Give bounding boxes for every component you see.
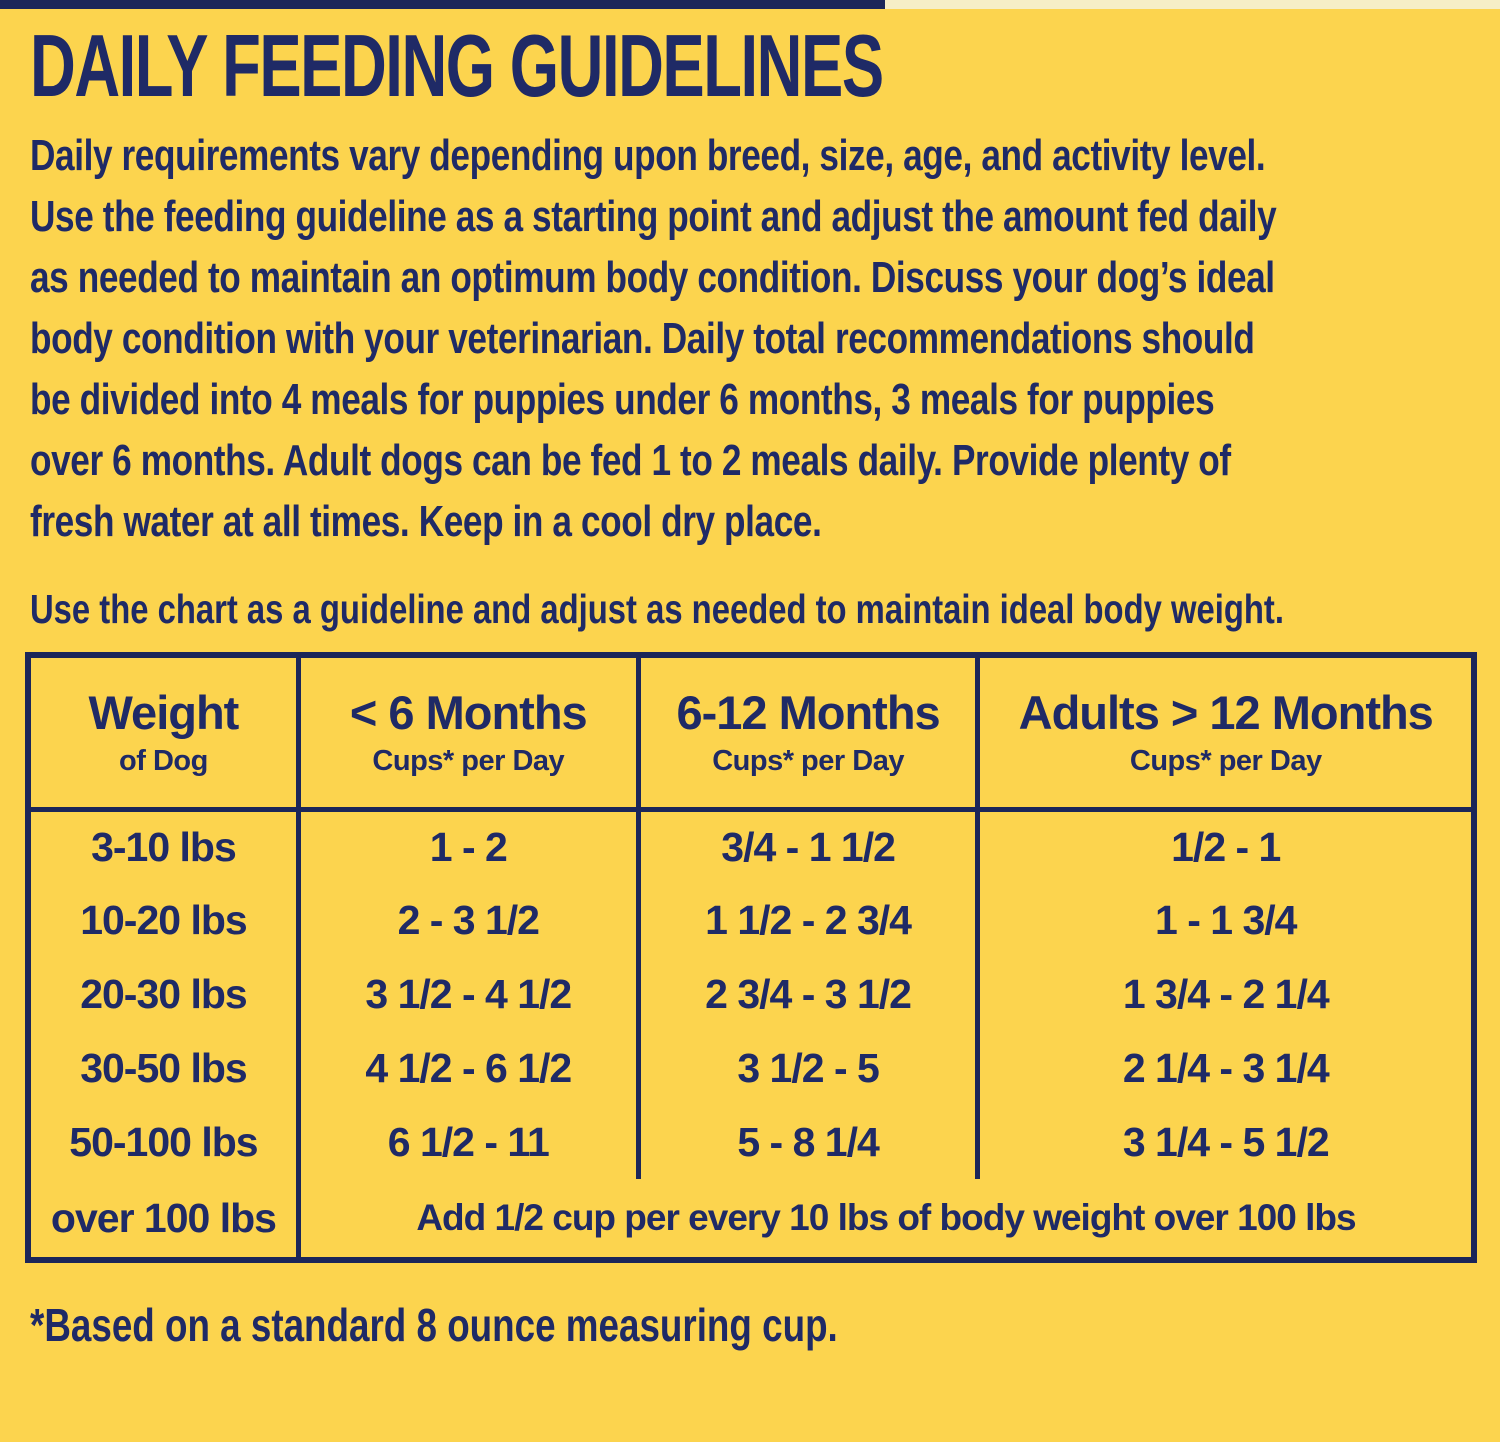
value-cell-under-6: 2 - 3 1/2 [298,883,641,957]
table-row-over-100: over 100 lbs Add 1/2 cup per every 10 lb… [28,1179,1474,1260]
value-cell-adult: 3 1/4 - 5 1/2 [1122,1118,1330,1165]
top-edge-strip [0,0,1500,9]
feeding-table: Weight of Dog < 6 Months Cups* per Day 6… [25,652,1477,1263]
value-cell-6-12: 5 - 8 1/4 [638,1105,981,1179]
column-subtitle: of Dog [119,744,208,777]
weight-cell: 3-10 lbs [28,809,301,883]
value-cell-6-12: 1 1/2 - 2 3/4 [638,883,981,957]
weight-cell: over 100 lbs [28,1179,301,1260]
value-cell-under-6: 3 1/2 - 4 1/2 [298,957,641,1031]
value-cell-6-12: 3/4 - 1 1/2 [638,809,981,883]
table-row: 3-10 lbs 1 - 2 3/4 - 1 1/2 1/2 - 1 [28,809,1474,883]
table-row: 50-100 lbs 6 1/2 - 11 5 - 8 1/4 3 1/4 - … [28,1105,1474,1179]
label-content: DAILY FEEDING GUIDELINES Daily requireme… [0,16,1500,1351]
column-subtitle: Cups* per Day [1129,744,1322,777]
table-row: 20-30 lbs 3 1/2 - 4 1/2 2 3/4 - 3 1/2 1 … [28,957,1474,1031]
value-cell-6-12: 3 1/2 - 5 [638,1031,981,1105]
value-cell-adult: 1 3/4 - 2 1/4 [1122,970,1330,1017]
column-subtitle: Cups* per Day [372,744,565,777]
page-title: DAILY FEEDING GUIDELINES [30,16,884,115]
value-cell-6-12: 2 3/4 - 3 1/2 [638,957,981,1031]
intro-text: Daily requirements vary depending upon b… [30,131,1277,546]
column-title: Adults > 12 Months [1018,685,1434,739]
table-row: 30-50 lbs 4 1/2 - 6 1/2 3 1/2 - 5 2 1/4 … [28,1031,1474,1105]
top-edge-strip-navy-segment [0,0,885,9]
column-title: Weight [88,685,240,739]
column-header-adults-over-12-months: Adults > 12 Months Cups* per Day [977,655,1474,812]
feeding-table-header: Weight of Dog < 6 Months Cups* per Day 6… [28,655,1474,812]
column-header-6-12-months: 6-12 Months Cups* per Day [638,655,981,812]
value-cell-adult: 1 - 1 3/4 [1155,896,1297,943]
weight-cell: 10-20 lbs [28,883,301,957]
footnote: *Based on a standard 8 ounce measuring c… [30,1299,838,1351]
column-title: 6-12 Months [676,685,940,739]
value-cell-under-6: 4 1/2 - 6 1/2 [298,1031,641,1105]
value-cell-adult: 1/2 - 1 [1171,823,1281,870]
over-100-note: Add 1/2 cup per every 10 lbs of body wei… [416,1197,1356,1238]
value-cell-under-6: 1 - 2 [298,809,641,883]
weight-cell: 50-100 lbs [28,1105,301,1179]
top-edge-strip-light-segment [885,0,1500,9]
table-row: 10-20 lbs 2 - 3 1/2 1 1/2 - 2 3/4 1 - 1 … [28,883,1474,957]
column-title: < 6 Months [349,685,588,739]
column-header-under-6-months: < 6 Months Cups* per Day [298,655,641,812]
value-cell-adult: 2 1/4 - 3 1/4 [1122,1044,1330,1091]
weight-cell: 30-50 lbs [28,1031,301,1105]
chart-note: Use the chart as a guideline and adjust … [30,586,1284,632]
weight-cell: 20-30 lbs [28,957,301,1031]
value-cell-under-6: 6 1/2 - 11 [298,1105,641,1179]
column-subtitle: Cups* per Day [712,744,904,777]
column-header-weight: Weight of Dog [28,655,301,812]
